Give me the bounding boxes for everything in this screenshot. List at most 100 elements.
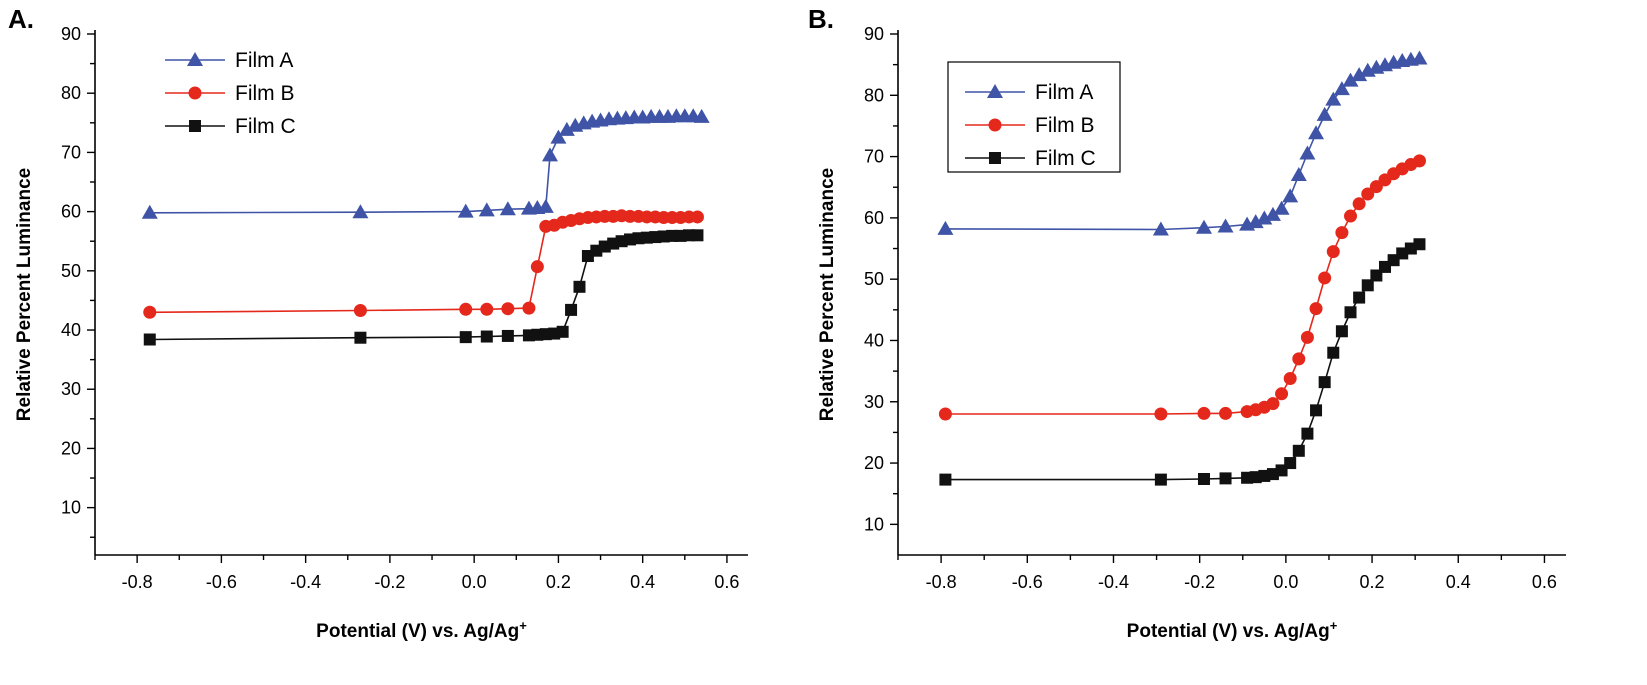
x-tick-label: -0.4 — [1098, 572, 1129, 592]
x-tick-label: -0.8 — [122, 572, 153, 592]
panel-a: A. -0.8 -0.6 -0.4 -0.2 0.0 0.2 0.4 0.6 10 20 30 40 50… — [8, 4, 748, 642]
data-point-film-b — [1300, 330, 1314, 344]
data-point-film-c — [1310, 404, 1323, 417]
data-point-film-c — [1396, 247, 1409, 260]
legend: Film A Film B Film C — [165, 49, 296, 138]
legend-marker-film-a — [187, 52, 203, 66]
data-point-film-b — [522, 301, 536, 315]
series-line-film-c — [149, 234, 698, 341]
series-line-film-c — [945, 243, 1420, 481]
data-point-film-a — [1273, 200, 1290, 215]
y-axis-title: Relative Percent Luminance — [14, 168, 35, 421]
data-point-film-c — [1292, 444, 1305, 457]
series-markers-film-a — [141, 108, 710, 219]
x-tick-label: -0.2 — [374, 572, 405, 592]
x-tick-label: -0.8 — [926, 572, 957, 592]
data-point-film-c — [1413, 238, 1426, 251]
data-point-film-b — [1266, 397, 1280, 411]
data-point-film-a — [550, 129, 567, 144]
data-point-film-c — [581, 250, 594, 263]
data-point-film-a — [1342, 72, 1359, 87]
series-line-film-b — [149, 214, 698, 314]
data-point-film-b — [1154, 407, 1168, 421]
x-tick-label: -0.6 — [206, 572, 237, 592]
data-point-film-a — [1217, 218, 1234, 233]
legend-label-film-c: Film C — [1035, 147, 1096, 170]
data-point-film-b — [353, 303, 367, 317]
x-tick-label: 0.0 — [1273, 572, 1298, 592]
data-point-film-b — [1318, 271, 1332, 285]
data-point-film-a — [1290, 166, 1307, 181]
x-tick-label: 0.4 — [1446, 572, 1471, 592]
data-point-film-c — [565, 303, 578, 316]
series-markers-film-b — [938, 154, 1426, 421]
legend-marker-film-c — [989, 152, 1001, 164]
data-point-film-c — [1361, 279, 1374, 292]
data-point-film-a — [537, 198, 554, 213]
y-tick-label: 30 — [61, 379, 81, 399]
y-tick-label: 40 — [61, 320, 81, 340]
data-point-film-b — [1361, 187, 1375, 201]
data-point-film-b — [1335, 226, 1349, 240]
data-point-film-a — [141, 204, 158, 219]
legend-label-film-b: Film B — [1035, 114, 1095, 137]
data-point-film-c — [1154, 473, 1167, 486]
x-tick-label: 0.4 — [630, 572, 655, 592]
series-markers-film-c — [939, 238, 1426, 486]
data-point-film-b — [938, 407, 952, 421]
data-point-film-b — [1275, 387, 1289, 401]
x-axis-title-superscript: + — [519, 618, 527, 633]
x-tick-label: -0.2 — [1184, 572, 1215, 592]
legend-label-film-b: Film B — [235, 82, 295, 105]
panel-label: B. — [808, 4, 834, 34]
data-point-film-b — [459, 302, 473, 316]
panel-b: B. -0.8 -0.6 -0.4 -0.2 0.0 0.2 0.4 0.6 10 20 30 40 50… — [808, 4, 1566, 642]
data-point-film-b — [1197, 406, 1211, 420]
data-point-film-a — [1282, 188, 1299, 203]
data-point-film-a — [1299, 145, 1316, 160]
data-point-film-c — [501, 329, 514, 342]
y-tick-label: 10 — [61, 498, 81, 518]
data-point-film-a — [1325, 91, 1342, 106]
data-point-film-c — [1344, 306, 1357, 319]
data-point-film-a — [1247, 214, 1264, 229]
x-tick-label: -0.4 — [290, 572, 321, 592]
y-tick-label: 90 — [61, 24, 81, 44]
legend-marker-film-a — [987, 84, 1003, 98]
legend: Film A Film B Film C — [947, 61, 1121, 173]
data-point-film-c — [480, 330, 493, 343]
data-point-film-b — [501, 302, 515, 316]
legend-marker-film-b — [988, 118, 1002, 132]
data-point-film-b — [1412, 154, 1426, 168]
data-point-film-c — [354, 331, 367, 344]
y-axis-title: Relative Percent Luminance — [817, 168, 838, 421]
data-point-film-c — [691, 229, 704, 242]
data-point-film-a — [1264, 206, 1281, 221]
data-point-film-a — [541, 147, 558, 162]
data-point-film-a — [457, 203, 474, 218]
series-markers-film-a — [937, 50, 1428, 236]
data-point-film-c — [459, 331, 472, 344]
y-tick-label: 10 — [864, 514, 884, 534]
x-tick-label: 0.6 — [1532, 572, 1557, 592]
data-point-film-c — [1327, 346, 1340, 359]
legend-label-film-a: Film A — [1035, 81, 1093, 104]
x-axis-title-superscript: + — [1330, 618, 1338, 633]
data-point-film-c — [1301, 427, 1314, 440]
data-point-film-a — [937, 220, 954, 235]
data-point-film-b — [530, 260, 544, 274]
x-axis-title: Potential (V) vs. Ag/Ag+ — [1127, 618, 1338, 643]
data-point-film-c — [556, 325, 569, 338]
y-tick-label: 50 — [61, 261, 81, 281]
x-tick-label: 0.2 — [1360, 572, 1385, 592]
data-point-film-c — [573, 280, 586, 293]
data-point-film-b — [1326, 245, 1340, 259]
y-tick-label: 60 — [864, 208, 884, 228]
x-tick-label: 0.6 — [714, 572, 739, 592]
panel-label: A. — [8, 4, 34, 34]
data-point-film-a — [1316, 106, 1333, 121]
legend-marker-film-c — [189, 120, 201, 132]
data-point-film-c — [1353, 291, 1366, 304]
data-point-film-a — [1256, 210, 1273, 225]
